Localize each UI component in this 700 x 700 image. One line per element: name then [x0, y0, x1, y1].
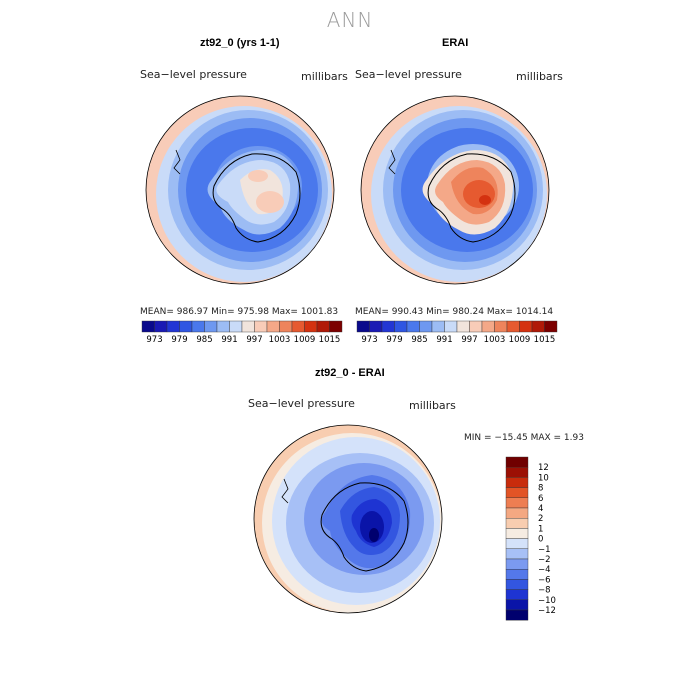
left-panel-title: zt92_0 (yrs 1-1) [200, 37, 280, 49]
right-colorbar-swatch [369, 320, 383, 333]
right-colorbar-tick-label: 991 [436, 335, 452, 345]
diff-panel-minmax: MIN = −15.45 MAX = 1.93 [464, 433, 584, 443]
right-colorbar-swatch [469, 320, 483, 333]
left-colorbar-swatch [216, 320, 230, 333]
diff-colorbar-label: −6 [538, 575, 551, 585]
left-colorbar-tick-label: 1003 [269, 335, 291, 345]
left-colorbar-swatch [166, 320, 180, 333]
diff-colorbar-swatch [505, 579, 529, 590]
right-panel-stats: MEAN= 990.43 Min= 980.24 Max= 1014.14 [355, 307, 554, 317]
left-colorbar-swatch [291, 320, 305, 333]
left-colorbar-swatch [304, 320, 318, 333]
left-colorbar-swatch [141, 320, 155, 333]
left-panel-stats: MEAN= 986.97 Min= 975.98 Max= 1001.83 [140, 307, 339, 317]
right-colorbar-swatch [456, 320, 470, 333]
right-polar-map [360, 95, 550, 285]
diff-colorbar-label: 12 [538, 463, 549, 473]
right-colorbar-tick-label: 997 [461, 335, 477, 345]
diff-colorbar-swatch [505, 548, 529, 560]
diff-colorbar-swatch [505, 589, 529, 601]
left-colorbar-swatch [266, 320, 280, 333]
diff-panel-units: millibars [409, 399, 456, 412]
right-colorbar-swatch [406, 320, 420, 333]
diff-colorbar-label: 8 [538, 484, 543, 494]
left-polar-map [145, 95, 335, 285]
right-colorbar-tick-label: 973 [361, 335, 377, 345]
diff-colorbar-swatch [505, 477, 529, 488]
left-colorbar-swatch [229, 320, 243, 333]
figure-title: ANN [326, 8, 374, 32]
left-colorbar-swatch [154, 320, 168, 333]
right-colorbar-tick-label: 1003 [484, 335, 506, 345]
diff-colorbar-swatch [505, 599, 529, 611]
left-colorbar-swatch [179, 320, 193, 333]
right-colorbar-swatch [544, 320, 558, 333]
diff-colorbar-label: 2 [538, 514, 543, 524]
diff-colorbar-label: −1 [538, 545, 551, 555]
left-panel-units: millibars [301, 70, 348, 83]
diff-colorbar-swatch [505, 507, 529, 519]
diff-colorbar-swatch [505, 456, 529, 468]
left-colorbar-tick-label: 1009 [294, 335, 316, 345]
right-panel-units: millibars [516, 70, 563, 83]
diff-panel-title: zt92_0 - ERAI [315, 367, 385, 379]
right-panel-variable: Sea−level pressure [355, 68, 462, 81]
right-colorbar-swatch [531, 320, 545, 333]
diff-colorbar-label: 0 [538, 535, 543, 545]
right-colorbar-swatch [394, 320, 408, 333]
left-colorbar-swatch [241, 320, 255, 333]
left-colorbar-swatch [316, 320, 330, 333]
right-colorbar-swatch [444, 320, 458, 333]
right-colorbar-swatch [356, 320, 370, 333]
left-colorbar-tick-label: 991 [221, 335, 237, 345]
diff-colorbar-swatch [505, 558, 529, 570]
left-colorbar: 973 979 985 991 997 1003 1009 1015 [141, 320, 343, 345]
diff-colorbar-swatch [505, 538, 529, 549]
left-colorbar-swatch [254, 320, 268, 333]
diff-colorbar-label: −10 [538, 596, 556, 606]
left-colorbar-swatch [329, 320, 343, 333]
diff-colorbar-swatch [505, 528, 529, 539]
right-panel-title: ERAI [442, 37, 469, 49]
left-colorbar-tick-label: 979 [171, 335, 187, 345]
diff-colorbar-swatch [505, 497, 529, 509]
diff-colorbar-label: −8 [538, 586, 551, 596]
left-colorbar-tick-label: 985 [196, 335, 212, 345]
right-colorbar-swatch [481, 320, 495, 333]
left-colorbar-swatch [279, 320, 293, 333]
right-colorbar-tick-label: 1015 [534, 335, 556, 345]
diff-colorbar-swatch [505, 518, 529, 529]
right-colorbar-swatch [431, 320, 445, 333]
right-colorbar: 973 979 985 991 997 1003 1009 1015 [356, 320, 558, 345]
left-panel-variable: Sea−level pressure [140, 68, 247, 81]
right-colorbar-swatch [381, 320, 395, 333]
diff-colorbar-swatch [505, 466, 529, 478]
right-colorbar-swatch [494, 320, 508, 333]
right-colorbar-swatch [519, 320, 533, 333]
left-colorbar-swatch [191, 320, 205, 333]
left-colorbar-swatch [204, 320, 218, 333]
right-colorbar-swatch [506, 320, 520, 333]
left-colorbar-tick-label: 997 [246, 335, 262, 345]
right-colorbar-tick-label: 979 [386, 335, 402, 345]
diff-colorbar-swatch [505, 487, 529, 499]
left-colorbar-tick-label: 973 [146, 335, 162, 345]
diff-polar-map [253, 424, 443, 614]
diff-colorbar-label: −12 [538, 606, 556, 616]
diff-colorbar-label: 1 [538, 524, 543, 534]
diff-colorbar-label: −2 [538, 555, 551, 565]
diff-colorbar-label: −4 [538, 565, 551, 575]
diff-colorbar-label: 6 [538, 494, 543, 504]
right-colorbar-tick-label: 1009 [509, 335, 531, 345]
right-colorbar-swatch [419, 320, 433, 333]
diff-colorbar-swatch [505, 568, 529, 580]
diff-colorbar-label: 4 [538, 504, 543, 514]
diff-panel-variable: Sea−level pressure [248, 397, 355, 410]
left-colorbar-tick-label: 1015 [319, 335, 341, 345]
diff-colorbar-label: 10 [538, 473, 549, 483]
diff-colorbar-swatch [505, 609, 529, 621]
right-colorbar-tick-label: 985 [411, 335, 427, 345]
